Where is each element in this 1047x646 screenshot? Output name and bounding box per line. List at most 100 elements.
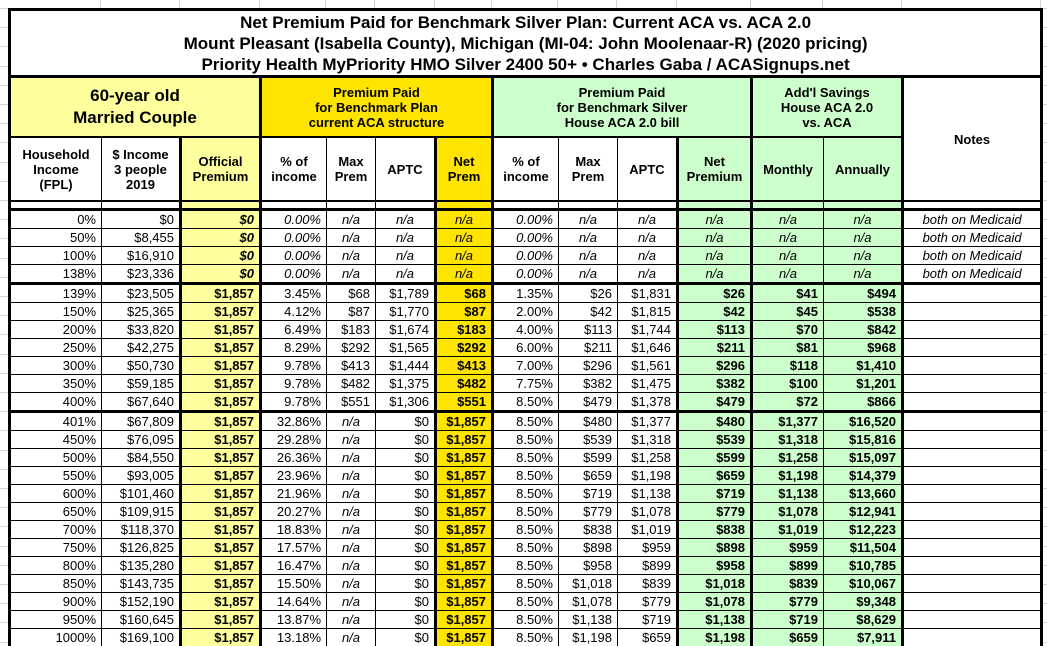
table-row: 550% $93,005 $1,857 23.96% n/a $0 $1,857 8.50% $…	[9, 466, 1043, 485]
cell-aptc2: $959	[617, 538, 678, 557]
premium-comparison-table: Net Premium Paid for Benchmark Silver Pl…	[8, 8, 1044, 646]
gridline-tick	[374, 0, 375, 8]
cell-notes: both on Medicaid	[901, 246, 1043, 265]
cell-income: $67,640	[101, 392, 181, 413]
column-header-annual-savings: Annually	[823, 136, 904, 202]
gridline-tick	[0, 219, 8, 220]
group-header-addl-savings: Add'l Savings House ACA 2.0 vs. ACA	[750, 76, 904, 138]
cell-net2: n/a	[676, 246, 753, 265]
cell-aptc1: $0	[375, 484, 436, 503]
cell-aptc1: n/a	[375, 209, 436, 229]
cell-max1: n/a	[326, 502, 376, 521]
cell-monthly: $839	[751, 574, 824, 593]
cell-pct2: 8.50%	[492, 484, 559, 503]
cell-monthly: $959	[751, 538, 824, 557]
gridline-tick	[1040, 642, 1047, 643]
cell-income: $135,280	[101, 556, 181, 575]
table-row: 400% $67,640 $1,857 9.78% $551 $1,306 $551 8.50…	[9, 392, 1043, 413]
cell-net2: $779	[676, 502, 753, 521]
cell-official: $1,857	[179, 592, 262, 611]
cell-income: $160,645	[101, 610, 181, 629]
gridline-tick	[0, 104, 8, 105]
cell-net1: $1,857	[434, 610, 494, 629]
cell-pct1: 17.57%	[260, 538, 327, 557]
cell-annually: n/a	[823, 264, 904, 285]
cell-net1: $87	[434, 302, 494, 321]
title-block: Net Premium Paid for Benchmark Silver Pl…	[8, 9, 1043, 78]
cell-max1: n/a	[326, 209, 376, 229]
gridline-tick	[434, 0, 435, 8]
cell-pct2: 0.00%	[492, 246, 559, 265]
cell-official: $1,857	[179, 411, 262, 431]
cell-net1: $413	[434, 356, 494, 375]
cell-max1: n/a	[326, 484, 376, 503]
cell-pct1: 23.96%	[260, 466, 327, 485]
cell-pct1: 0.00%	[260, 246, 327, 265]
cell-annually: $15,097	[823, 448, 904, 467]
cell-fpl: 138%	[9, 264, 102, 285]
cell-notes	[901, 574, 1043, 593]
cell-pct1: 9.78%	[260, 356, 327, 375]
cell-notes	[901, 320, 1043, 339]
cell-net2: n/a	[676, 264, 753, 285]
cell-net2: $26	[676, 283, 753, 303]
cell-income: $42,275	[101, 338, 181, 357]
cell-official: $0	[179, 246, 262, 265]
gridline-tick	[0, 258, 8, 259]
group-header-household: 60-year old Married Couple	[9, 76, 262, 138]
cell-aptc1: $0	[375, 430, 436, 449]
cell-official: $1,857	[179, 320, 262, 339]
cell-monthly: $41	[751, 283, 824, 303]
cell-pct2: 8.50%	[492, 574, 559, 593]
cell-fpl: 50%	[9, 228, 102, 247]
cell-aptc2: $1,561	[617, 356, 678, 375]
gridline-tick	[1040, 296, 1047, 297]
table-row: 100% $16,910 $0 0.00% n/a n/a n/a 0.00% n/a n/a n/…	[9, 246, 1043, 265]
cell-annually: $7,911	[823, 628, 904, 646]
cell-annually: $1,410	[823, 356, 904, 375]
cell-net2: $211	[676, 338, 753, 357]
cell-monthly: $1,377	[751, 411, 824, 431]
cell-aptc1: $1,375	[375, 374, 436, 393]
gridline-tick	[0, 181, 8, 182]
cell-net2: $382	[676, 374, 753, 393]
cell-notes	[901, 538, 1043, 557]
cell-max1: n/a	[326, 264, 376, 285]
cell-monthly: $70	[751, 320, 824, 339]
cell-official: $1,857	[179, 538, 262, 557]
cell-monthly: $100	[751, 374, 824, 393]
cell-max1: $87	[326, 302, 376, 321]
cell-aptc2: $1,831	[617, 283, 678, 303]
gridline-tick	[1040, 277, 1047, 278]
cell-notes	[901, 302, 1043, 321]
cell-pct2: 2.00%	[492, 302, 559, 321]
cell-official: $1,857	[179, 610, 262, 629]
gridline-tick	[1040, 104, 1047, 105]
cell-max2: $659	[558, 466, 618, 485]
gridline-tick	[0, 162, 8, 163]
cell-fpl: 800%	[9, 556, 102, 575]
cell-aptc1: $1,674	[375, 320, 436, 339]
table-row: 138% $23,336 $0 0.00% n/a n/a n/a 0.00% n/a n/a n/…	[9, 264, 1043, 285]
cell-annually: $1,201	[823, 374, 904, 393]
cell-income: $169,100	[101, 628, 181, 646]
cell-max1: $482	[326, 374, 376, 393]
cell-annually: $12,223	[823, 520, 904, 539]
table-row: 950% $160,645 $1,857 13.87% n/a $0 $1,857 8.50%…	[9, 610, 1043, 629]
group-header-current-aca: Premium Paid for Benchmark Plan current …	[259, 76, 494, 138]
cell-pct2: 6.00%	[492, 338, 559, 357]
gridline-tick	[1040, 373, 1047, 374]
gridline-tick	[0, 142, 8, 143]
gridline-tick	[0, 392, 8, 393]
cell-income: $0	[101, 209, 181, 229]
gridline-tick	[0, 488, 8, 489]
cell-net2: $1,138	[676, 610, 753, 629]
cell-official: $1,857	[179, 356, 262, 375]
gridline-tick	[1040, 354, 1047, 355]
cell-income: $59,185	[101, 374, 181, 393]
title-line-2: Mount Pleasant (Isabella County), Michig…	[183, 33, 868, 53]
cell-pct2: 1.35%	[492, 283, 559, 303]
cell-pct1: 4.12%	[260, 302, 327, 321]
table-row: 150% $25,365 $1,857 4.12% $87 $1,770 $87 2.00% $…	[9, 302, 1043, 321]
